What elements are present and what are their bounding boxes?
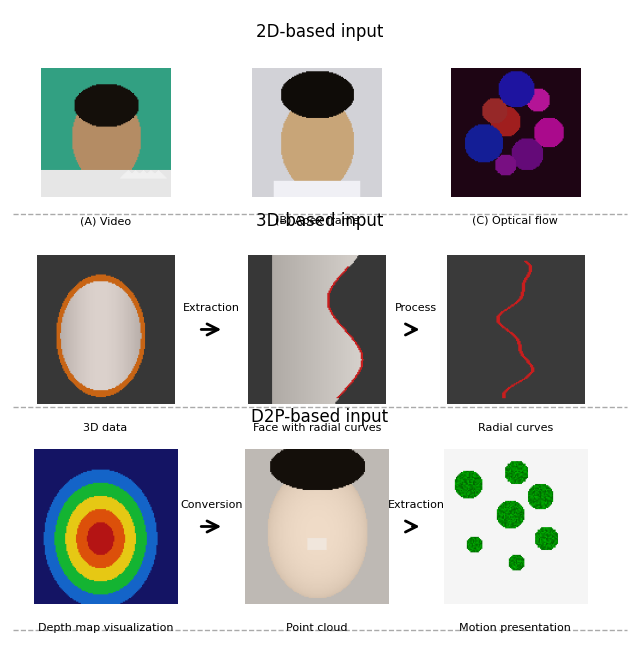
Text: (B) Apex frame: (B) Apex frame (275, 216, 359, 226)
Text: 3D-based input: 3D-based input (256, 212, 384, 230)
Text: Depth map visualization: Depth map visualization (38, 623, 173, 633)
Text: Point cloud: Point cloud (286, 623, 348, 633)
Text: Face with radial curves: Face with radial curves (253, 423, 381, 433)
Text: 3D data: 3D data (83, 423, 128, 433)
Text: D2P-based input: D2P-based input (252, 408, 388, 426)
Text: Extraction: Extraction (387, 501, 445, 510)
Text: Conversion: Conversion (180, 501, 243, 510)
Text: Extraction: Extraction (182, 304, 240, 313)
Text: Process: Process (395, 304, 437, 313)
Text: 2D-based input: 2D-based input (256, 23, 384, 41)
Text: (C) Optical flow: (C) Optical flow (472, 216, 558, 226)
Text: (A) Video: (A) Video (80, 216, 131, 226)
Text: Motion presentation: Motion presentation (460, 623, 571, 633)
Text: Radial curves: Radial curves (477, 423, 553, 433)
